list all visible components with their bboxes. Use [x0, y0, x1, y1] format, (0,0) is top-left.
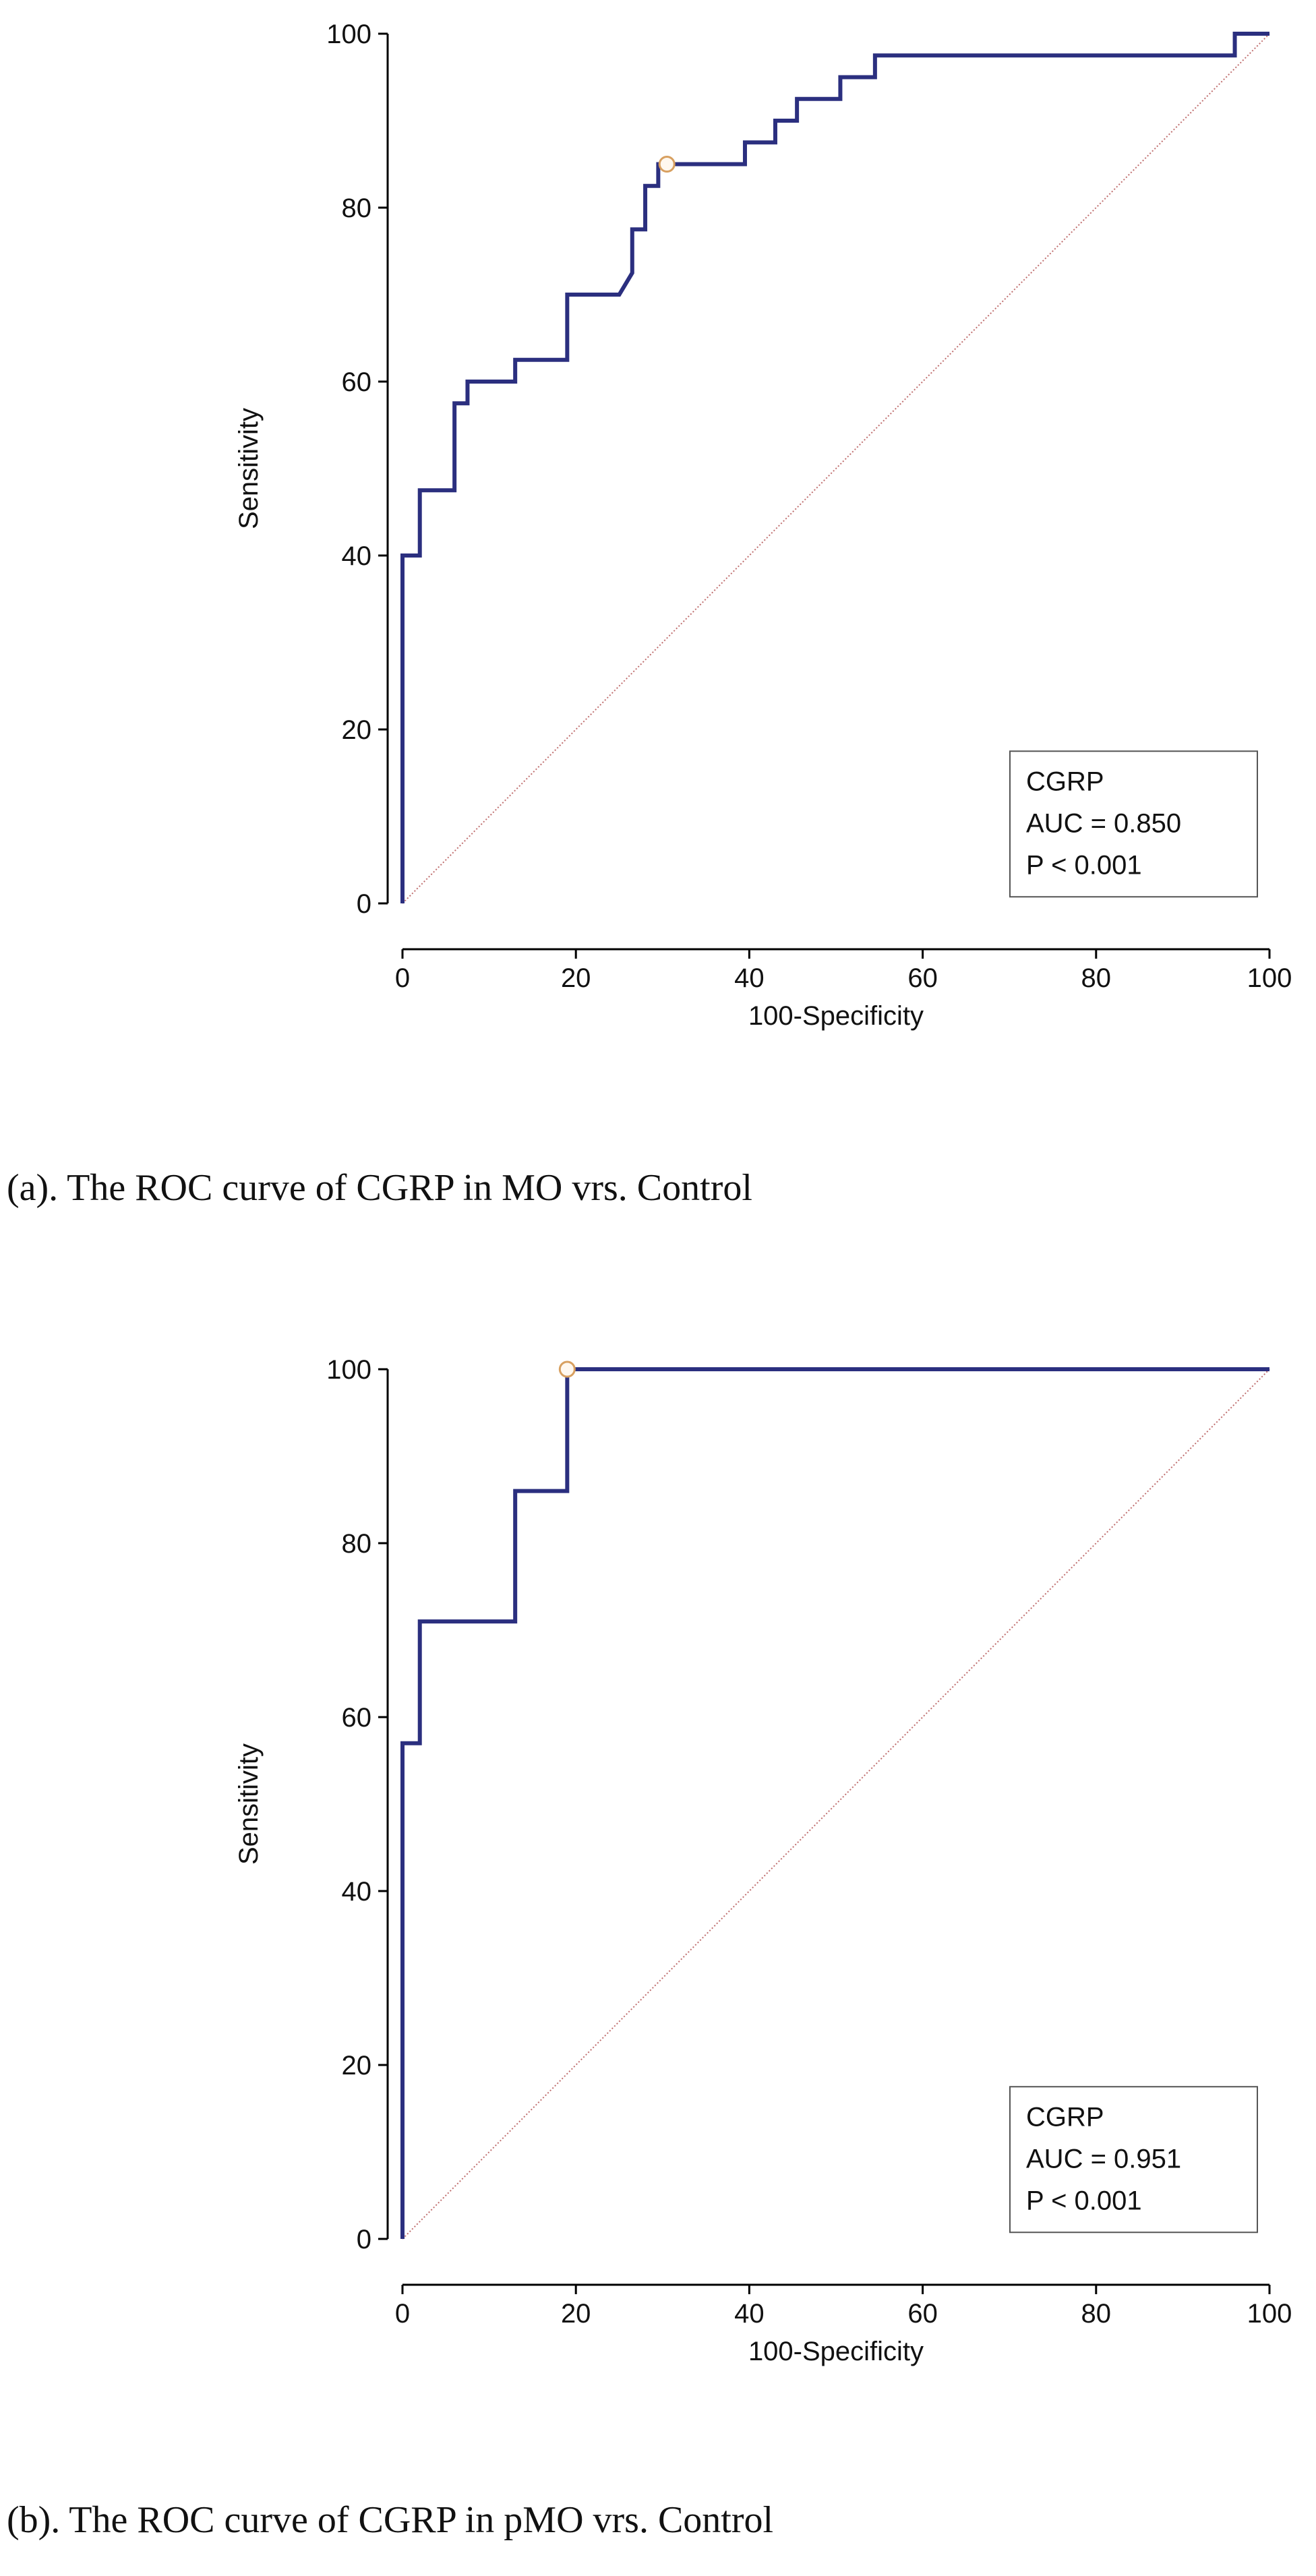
reference-diagonal-line: [402, 33, 1270, 904]
reference-diagonal-line: [402, 1369, 1270, 2240]
y-tick-label: 0: [357, 889, 371, 919]
figure-caption: (b). The ROC curve of CGRP in pMO vrs. C…: [7, 2499, 773, 2541]
y-tick-label: 100: [326, 1355, 371, 1385]
legend-line: CGRP: [1026, 2102, 1104, 2132]
legend-line: P < 0.001: [1026, 2186, 1142, 2215]
legend-line: P < 0.001: [1026, 850, 1142, 880]
y-tick-label: 100: [326, 20, 371, 49]
y-axis-title: Sensitivity: [234, 408, 264, 529]
roc-chart-a: 0 20 40 60 80 100 0 20 40 60 80 100 100-Specificity S…: [7, 20, 1292, 1209]
y-tick-label: 80: [342, 1529, 372, 1559]
x-axis-title: 100-Specificity: [748, 1001, 924, 1031]
x-tick-label: 20: [561, 963, 591, 993]
y-tick-label: 40: [342, 1877, 372, 1907]
legend-line: CGRP: [1026, 767, 1104, 796]
y-tick-label: 60: [342, 367, 372, 397]
x-tick-label: 40: [734, 963, 765, 993]
roc-curve-line: [400, 1367, 1269, 2239]
y-tick-label: 20: [342, 2051, 372, 2080]
criterion-point-marker: [558, 1360, 576, 1378]
x-axis-title: 100-Specificity: [748, 2337, 924, 2366]
x-tick-label: 100: [1247, 963, 1292, 993]
y-tick-label: 60: [342, 1703, 372, 1733]
y-axis-title: Sensitivity: [234, 1743, 264, 1865]
x-tick-label: 0: [395, 2299, 410, 2329]
y-tick-label: 0: [357, 2225, 371, 2254]
x-tick-label: 0: [395, 963, 410, 993]
roc-curve-line: [400, 32, 1269, 903]
x-tick-label: 20: [561, 2299, 591, 2329]
legend-box: [1009, 750, 1258, 898]
legend-box: [1009, 2086, 1258, 2234]
x-tick-label: 100: [1247, 2299, 1292, 2329]
y-tick-label: 80: [342, 193, 372, 223]
x-tick-label: 80: [1081, 963, 1112, 993]
roc-chart-b: 0 20 40 60 80 100 0 20 40 60 80 100 100-Specificity S…: [7, 1355, 1292, 2541]
criterion-point-marker: [658, 156, 676, 173]
x-tick-label: 80: [1081, 2299, 1112, 2329]
legend-line: AUC = 0.850: [1026, 808, 1181, 838]
x-tick-label: 60: [907, 963, 938, 993]
legend-line: AUC = 0.951: [1026, 2144, 1181, 2174]
y-tick-label: 40: [342, 541, 372, 571]
y-tick-label: 20: [342, 715, 372, 745]
figure-caption: (a). The ROC curve of CGRP in MO vrs. Co…: [7, 1167, 752, 1209]
x-tick-label: 40: [734, 2299, 765, 2329]
x-tick-label: 60: [907, 2299, 938, 2329]
